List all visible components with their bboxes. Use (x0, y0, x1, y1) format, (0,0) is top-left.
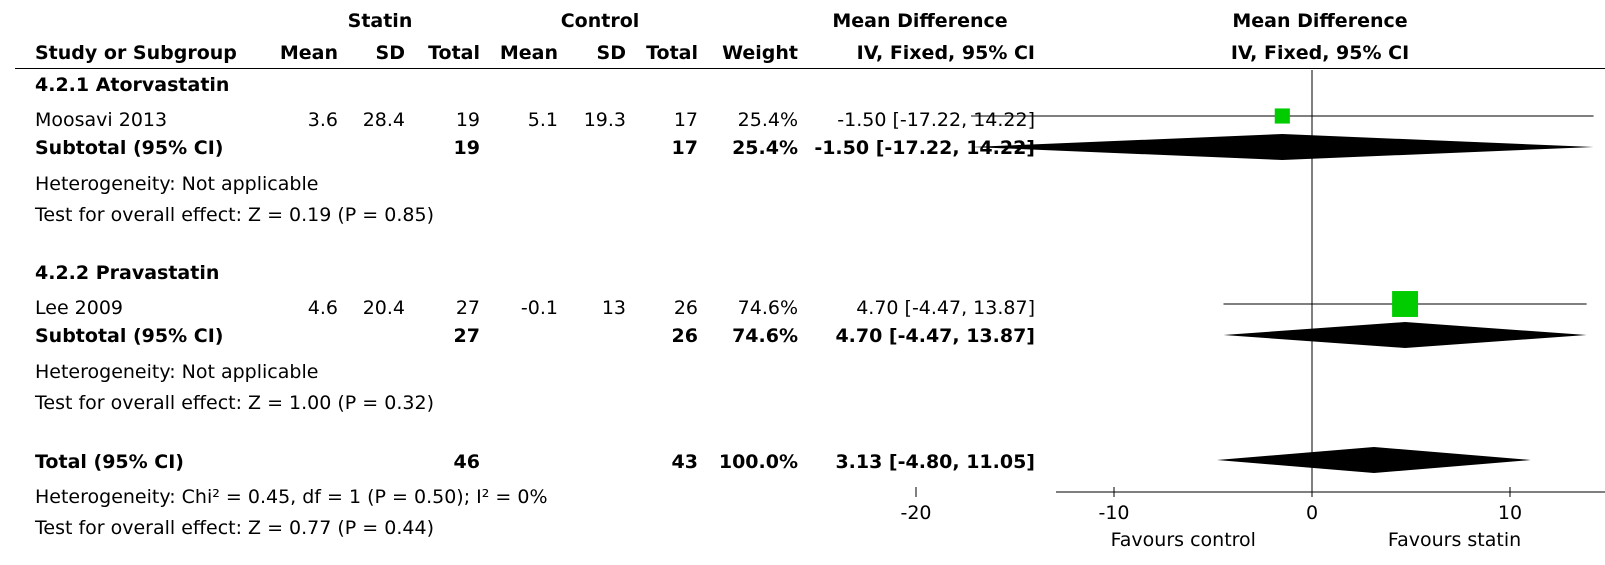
x-tick-label: -20 (900, 502, 931, 524)
subtotal-label: Subtotal (95% CI) (35, 137, 224, 159)
study-weight: 74.6% (737, 297, 798, 319)
x-tick-label: -10 (1098, 502, 1129, 524)
col-total2-header: Total (646, 42, 698, 64)
subtotal-weight: 74.6% (732, 325, 798, 347)
subtotal-total1: 19 (453, 137, 480, 159)
col-sd1-header: SD (375, 42, 405, 64)
total-overall-effect-text: Test for overall effect: Z = 0.77 (P = 0… (35, 517, 434, 539)
favours-control-label: Favours control (1111, 529, 1256, 551)
study-sd1: 28.4 (362, 109, 405, 131)
study-sd1: 20.4 (362, 297, 405, 319)
subtotal-diamond (1223, 322, 1587, 348)
total-total1: 46 (453, 451, 480, 473)
subtotal-ci: 4.70 [-4.47, 13.87] (835, 325, 1035, 347)
total-label: Total (95% CI) (35, 451, 184, 473)
study-total2: 17 (673, 109, 698, 131)
subtotal-total2: 17 (671, 137, 698, 159)
subtotal-weight: 25.4% (732, 137, 798, 159)
subtotal-total1: 27 (453, 325, 480, 347)
favours-statin-label: Favours statin (1388, 529, 1521, 551)
study-total1: 19 (455, 109, 480, 131)
study-mean1: 4.6 (307, 297, 338, 319)
total-ci: 3.13 [-4.80, 11.05] (835, 451, 1035, 473)
study-ci: -1.50 [-17.22, 14.22] (837, 109, 1035, 131)
study-mean2: 5.1 (527, 109, 558, 131)
study-marker (1392, 291, 1419, 317)
study-sd2: 13 (601, 297, 626, 319)
group1-header: Statin (347, 10, 413, 32)
total-weight: 100.0% (718, 451, 798, 473)
study-name: Lee 2009 (35, 297, 124, 319)
overall-effect-text: Test for overall effect: Z = 1.00 (P = 0… (35, 392, 434, 414)
study-mean2: -0.1 (520, 297, 558, 319)
x-tick-label: 0 (1306, 502, 1318, 524)
heterogeneity-text: Heterogeneity: Not applicable (35, 173, 319, 195)
study-ci: 4.70 [-4.47, 13.87] (856, 297, 1035, 319)
subtotal-total2: 26 (671, 325, 698, 347)
overall-effect-text: Test for overall effect: Z = 0.19 (P = 0… (35, 204, 434, 226)
study-total2: 26 (673, 297, 698, 319)
col-mean2-header: Mean (499, 42, 558, 64)
col-study-header: Study or Subgroup (35, 42, 237, 64)
effect-header-plot: Mean Difference (1232, 10, 1408, 32)
total-diamond (1216, 447, 1531, 473)
header-divider (15, 68, 1605, 69)
study-total1: 27 (455, 297, 480, 319)
method-header-table: IV, Fixed, 95% CI (856, 42, 1035, 64)
study-sd2: 19.3 (583, 109, 626, 131)
subgroup-title: 4.2.1 Atorvastatin (35, 74, 230, 96)
heterogeneity-text: Heterogeneity: Not applicable (35, 361, 319, 383)
study-weight: 25.4% (737, 109, 798, 131)
study-mean1: 3.6 (307, 109, 338, 131)
col-total1-header: Total (428, 42, 480, 64)
method-header-plot: IV, Fixed, 95% CI (1230, 42, 1410, 64)
group2-header: Control (560, 10, 640, 32)
study-name: Moosavi 2013 (35, 109, 168, 131)
subgroup-title: 4.2.2 Pravastatin (35, 262, 220, 284)
col-weight-header: Weight (722, 42, 798, 64)
subtotal-label: Subtotal (95% CI) (35, 325, 224, 347)
col-sd2-header: SD (596, 42, 626, 64)
study-marker (1274, 108, 1290, 124)
x-tick-label: 10 (1498, 502, 1522, 524)
subtotal-diamond (971, 134, 1594, 160)
total-heterogeneity-text: Heterogeneity: Chi² = 0.45, df = 1 (P = … (35, 486, 548, 508)
effect-header-table: Mean Difference (832, 10, 1008, 32)
subtotal-ci: -1.50 [-17.22, 14.22] (814, 137, 1035, 159)
total-total2: 43 (671, 451, 698, 473)
col-mean1-header: Mean (279, 42, 338, 64)
